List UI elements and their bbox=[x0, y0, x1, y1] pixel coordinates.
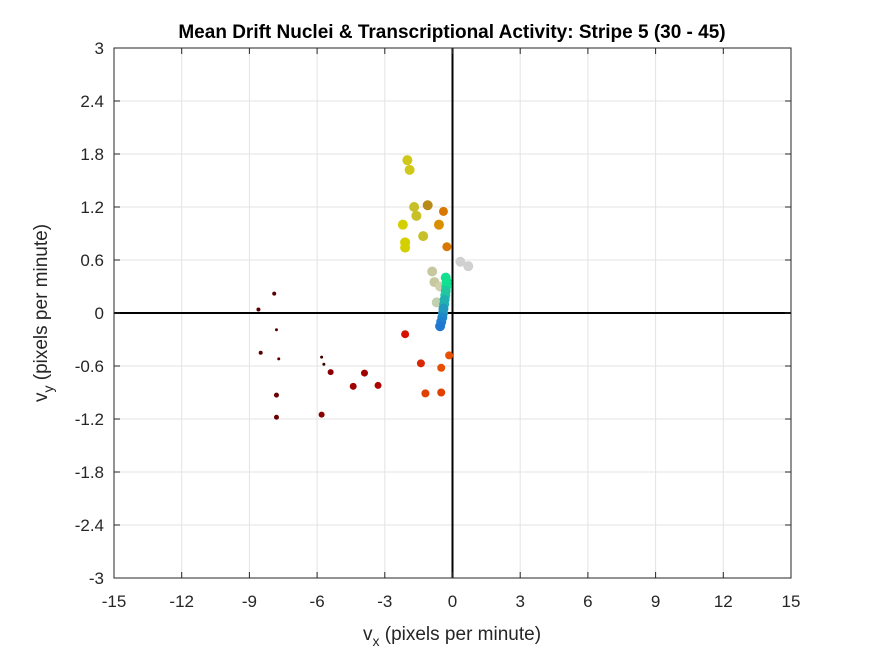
data-point bbox=[277, 357, 281, 361]
data-point bbox=[397, 219, 408, 230]
x-tick-label: -15 bbox=[102, 592, 127, 611]
chart-title: Mean Drift Nuclei & Transcriptional Acti… bbox=[178, 22, 725, 43]
y-tick-label: 0.6 bbox=[80, 251, 104, 270]
data-point bbox=[349, 382, 357, 390]
data-point bbox=[438, 206, 448, 216]
data-point bbox=[374, 381, 382, 389]
data-point bbox=[411, 210, 422, 221]
x-tick-label: 9 bbox=[651, 592, 660, 611]
data-point bbox=[320, 355, 324, 359]
data-point bbox=[360, 369, 368, 377]
data-point bbox=[258, 350, 263, 355]
data-point bbox=[445, 351, 454, 360]
x-tick-label: -12 bbox=[169, 592, 194, 611]
data-point bbox=[437, 363, 446, 372]
y-tick-label: -1.2 bbox=[75, 410, 104, 429]
data-point bbox=[409, 202, 420, 212]
x-tick-label: 0 bbox=[448, 592, 457, 611]
data-point bbox=[327, 369, 334, 376]
data-point bbox=[431, 297, 442, 308]
data-point bbox=[400, 242, 411, 253]
x-tick-label: 3 bbox=[515, 592, 524, 611]
data-point bbox=[273, 392, 279, 398]
data-point bbox=[427, 266, 438, 277]
data-point bbox=[437, 388, 446, 397]
y-tick-label: 1.8 bbox=[80, 145, 104, 164]
y-tick-label: 3 bbox=[95, 39, 104, 58]
data-point bbox=[455, 256, 466, 267]
y-tick-label: 0 bbox=[95, 304, 104, 323]
data-point bbox=[416, 359, 425, 368]
x-tick-label: 15 bbox=[782, 592, 801, 611]
data-point bbox=[404, 164, 415, 175]
x-tick-label: -6 bbox=[310, 592, 325, 611]
y-tick-label: 2.4 bbox=[80, 92, 104, 111]
data-point bbox=[442, 242, 452, 252]
x-tick-label: -3 bbox=[377, 592, 392, 611]
data-point bbox=[322, 362, 326, 366]
y-tick-label: -3 bbox=[89, 569, 104, 588]
data-point bbox=[401, 330, 410, 339]
y-tick-label: 1.2 bbox=[80, 198, 104, 217]
data-point bbox=[274, 328, 278, 332]
data-points bbox=[256, 155, 474, 420]
x-tick-label: 6 bbox=[583, 592, 592, 611]
y-axis-title: vy (pixels per minute) bbox=[31, 224, 56, 402]
data-point bbox=[402, 155, 413, 166]
data-point bbox=[433, 219, 444, 230]
data-point bbox=[256, 307, 261, 312]
y-tick-label: -2.4 bbox=[75, 516, 104, 535]
data-point bbox=[318, 411, 325, 418]
data-point bbox=[273, 414, 279, 420]
y-tick-label: -1.8 bbox=[75, 463, 104, 482]
data-point bbox=[435, 321, 446, 332]
data-point bbox=[421, 389, 430, 398]
data-point bbox=[422, 200, 433, 211]
x-tick-label: -9 bbox=[242, 592, 257, 611]
ticks: -15 -12 -9 -6 -3 0 3 6 9 12 15 -3 -2.4 -1.8 -1.2 -0.6 0 0… bbox=[75, 39, 801, 611]
reference-lines bbox=[114, 48, 791, 578]
data-point bbox=[272, 291, 277, 296]
x-axis-title: vx (pixels per minute) bbox=[363, 624, 541, 649]
x-tick-label: 12 bbox=[714, 592, 733, 611]
data-point bbox=[463, 261, 474, 272]
data-point bbox=[418, 231, 429, 242]
y-tick-label: -0.6 bbox=[75, 357, 104, 376]
